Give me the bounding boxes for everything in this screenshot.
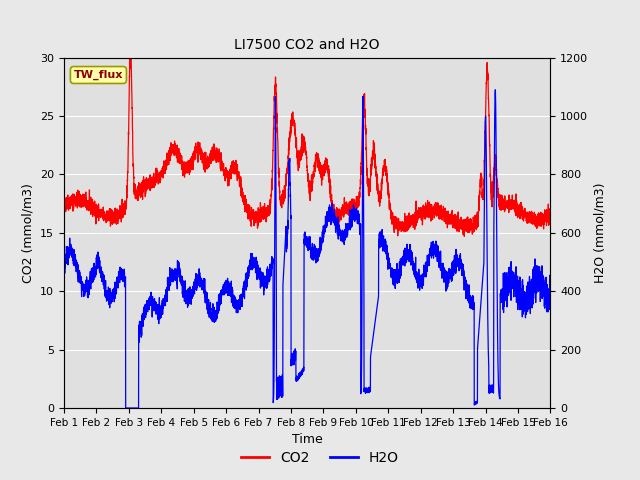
Y-axis label: CO2 (mmol/m3): CO2 (mmol/m3) bbox=[22, 183, 35, 283]
Legend: CO2, H2O: CO2, H2O bbox=[236, 445, 404, 471]
Y-axis label: H2O (mmol/m3): H2O (mmol/m3) bbox=[594, 182, 607, 283]
Title: LI7500 CO2 and H2O: LI7500 CO2 and H2O bbox=[234, 38, 380, 52]
Text: TW_flux: TW_flux bbox=[74, 70, 123, 80]
X-axis label: Time: Time bbox=[292, 433, 323, 446]
